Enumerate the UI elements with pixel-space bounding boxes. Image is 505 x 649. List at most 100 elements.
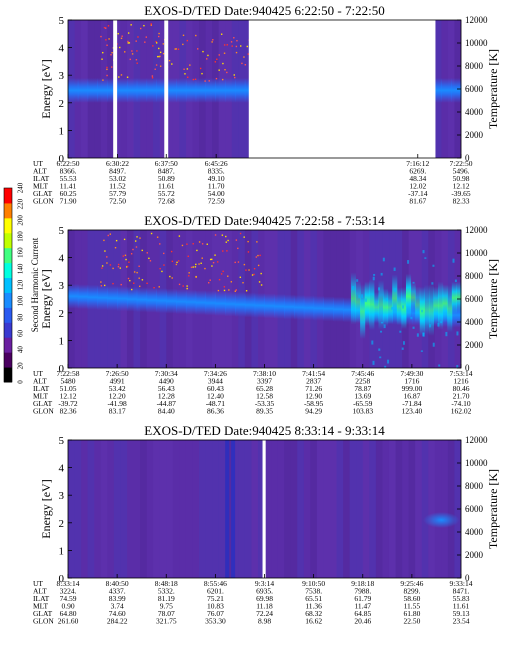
speckle-point	[159, 267, 161, 270]
ephemeris-value: 12.12	[453, 182, 470, 191]
speckle-point	[196, 249, 198, 252]
intensity-band	[87, 77, 98, 103]
hot-region-speck	[382, 257, 385, 262]
ephemeris-value: 11.55	[404, 602, 421, 611]
speckle-point	[195, 34, 197, 37]
hot-region-speck	[387, 359, 390, 364]
hot-region-speck	[432, 342, 435, 347]
hot-region-cell	[355, 280, 361, 324]
speckle-point	[200, 262, 202, 264]
speckle-point	[118, 76, 120, 78]
speckle-point	[162, 52, 165, 55]
ephemeris-value: 23.54	[453, 617, 470, 626]
speckle-point	[222, 250, 224, 252]
ephemeris-row-label: GLAT	[33, 609, 53, 618]
y-right-axis-label: Temperature [K]	[486, 469, 500, 549]
speckle-point	[192, 78, 195, 81]
ephemeris-value: 7:45:46	[351, 369, 374, 378]
speckle-point	[174, 48, 176, 50]
data-gap	[164, 20, 169, 158]
speckle-point	[106, 256, 108, 258]
ephemeris-value: 8471.	[453, 587, 470, 596]
speckle-point	[117, 266, 120, 268]
speckle-point	[130, 24, 132, 26]
spectrogram-cell	[428, 440, 436, 578]
speckle-point	[216, 58, 218, 60]
intensity-band	[431, 77, 442, 103]
ephemeris-value: 9:33:14	[450, 579, 473, 588]
ephemeris-row-label: ALT	[33, 587, 47, 596]
ephemeris-value: 11.18	[256, 602, 273, 611]
spectrogram-cell	[290, 440, 298, 578]
hot-region-speck	[390, 306, 393, 310]
speckle-point	[247, 53, 249, 55]
speckle-point	[138, 277, 140, 279]
hot-region-cell	[415, 286, 421, 324]
speckle-point	[186, 287, 188, 290]
spectrogram-cell	[153, 440, 160, 578]
ephemeris-value: 6:45:26	[205, 159, 228, 168]
hot-region-speck	[410, 316, 413, 320]
speckle-point	[159, 55, 161, 58]
speckle-point	[194, 78, 197, 81]
hot-region-speck	[432, 264, 435, 267]
speckle-point	[144, 41, 146, 43]
speckle-point	[119, 46, 121, 49]
ephemeris-row-label: GLAT	[33, 189, 53, 198]
panel-title: EXOS-D/TED Date:940425 6:22:50 - 7:22:50	[144, 3, 384, 18]
intensity-band	[176, 77, 187, 103]
ephemeris-value: 72.24	[256, 609, 273, 618]
intensity-band	[205, 290, 216, 316]
speckle-point	[141, 249, 143, 252]
hot-region-speck	[364, 298, 367, 302]
speckle-point	[126, 266, 128, 268]
spectrogram-panel: EXOS-D/TED Date:940425 7:22:58 - 7:53:14…	[33, 213, 500, 416]
hot-region-speck	[402, 341, 405, 345]
intensity-band	[313, 295, 324, 321]
speckle-point	[245, 269, 247, 271]
ephemeris-value: 2258	[355, 377, 370, 386]
ephemeris-value: -39.65	[451, 189, 471, 198]
speckle-point	[177, 260, 180, 262]
ephemeris-value: 7:38:10	[253, 369, 276, 378]
y-right-axis-label: Temperature [K]	[486, 259, 500, 339]
speckle-point	[127, 42, 129, 44]
speckle-point	[182, 34, 185, 37]
hot-region-speck	[421, 309, 424, 313]
y-tick-label: 2	[59, 518, 65, 530]
ephemeris-value: 11.61	[158, 182, 175, 191]
ephemeris-value: 50.89	[158, 174, 175, 183]
speckle-point	[158, 47, 160, 50]
y-right-tick-label: 6000	[465, 504, 484, 514]
intensity-band	[215, 291, 226, 316]
ephemeris-value: -58.95	[304, 399, 324, 408]
ephemeris-row-label: GLON	[33, 617, 54, 626]
intensity-band	[156, 288, 167, 314]
spectrogram-cell	[172, 440, 180, 578]
hot-region-speck	[420, 350, 423, 352]
ephemeris-value: 8366.	[60, 167, 77, 176]
speckle-point	[189, 64, 191, 66]
speckle-point	[216, 261, 219, 263]
spectrogram-cell	[336, 440, 344, 578]
spectrogram-cell	[244, 440, 252, 578]
speckle-point	[126, 76, 129, 78]
ephemeris-value: 8:55:46	[204, 579, 227, 588]
speckle-point	[171, 63, 173, 65]
speckle-point	[151, 77, 154, 79]
speckle-point	[146, 282, 148, 285]
hot-region-cell	[373, 292, 379, 323]
hot-region-speck	[393, 267, 396, 271]
speckle-point	[139, 27, 142, 30]
speckle-point	[135, 246, 138, 248]
data-gap	[248, 20, 436, 158]
speckle-point	[214, 254, 216, 256]
intensity-band	[126, 77, 138, 103]
ephemeris-value: 60.25	[60, 189, 77, 198]
speckle-point	[163, 252, 165, 255]
speckle-point	[103, 284, 106, 287]
hot-region-speck	[452, 258, 455, 263]
speckle-point	[248, 269, 250, 271]
hot-region-cell	[364, 281, 370, 326]
intensity-band	[205, 77, 216, 103]
